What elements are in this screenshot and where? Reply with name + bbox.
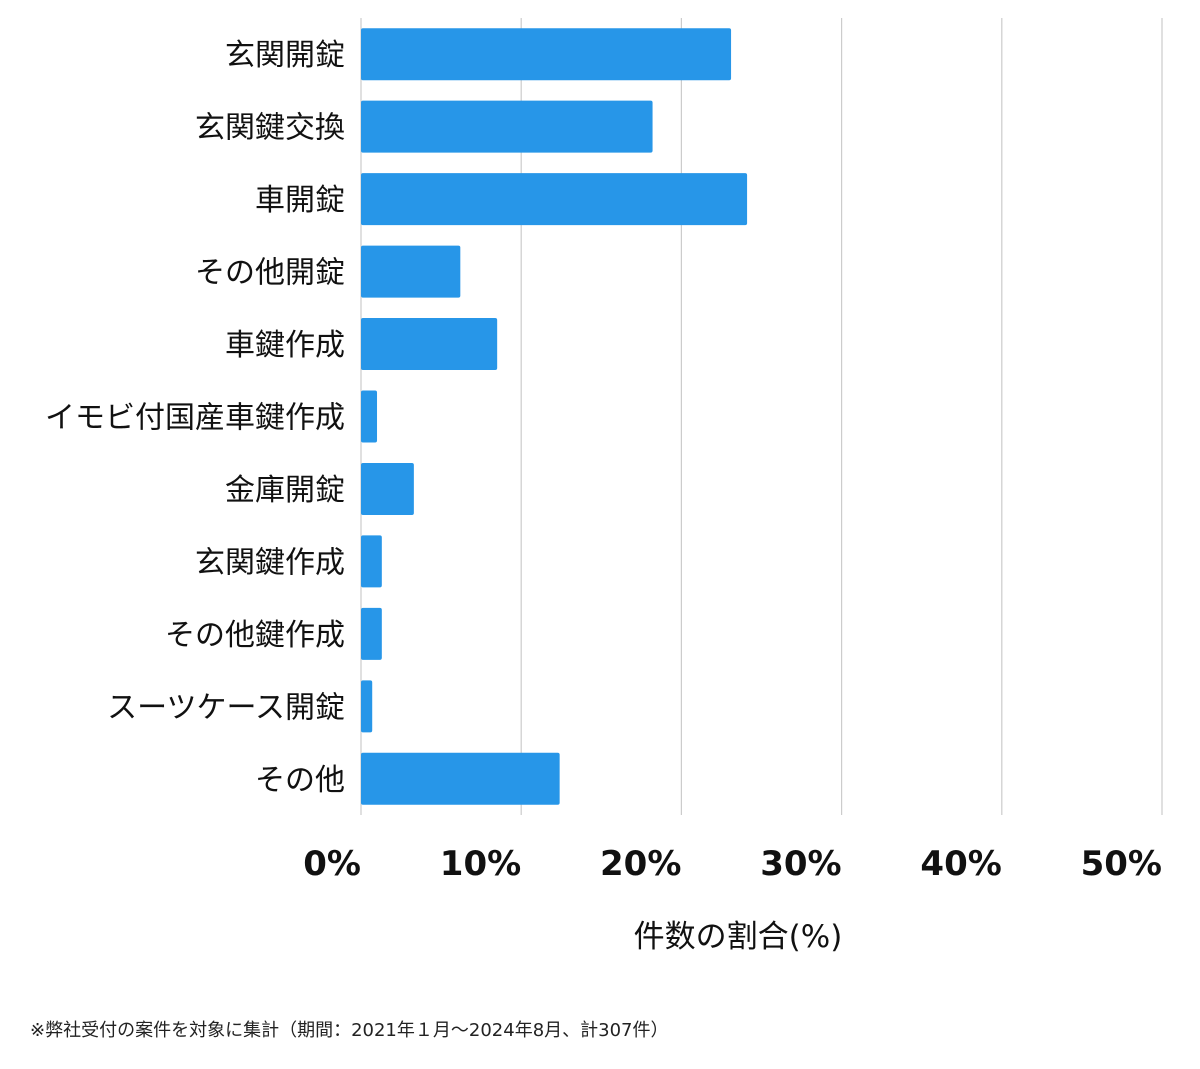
x-tick-label: 20% <box>600 844 681 884</box>
bar <box>361 245 461 298</box>
category-label: その他鍵作成 <box>165 618 345 653</box>
bar <box>361 535 382 588</box>
bar <box>361 318 498 371</box>
category-label: スーツケース開錠 <box>107 690 345 725</box>
category-label: イモビ付国産車鍵作成 <box>45 401 345 436</box>
x-tick-label: 0% <box>303 844 361 884</box>
bar <box>361 680 373 733</box>
x-tick-label: 10% <box>440 844 521 884</box>
x-axis-title: 件数の割合(%) <box>634 919 843 955</box>
x-tick-label: 50% <box>1081 844 1162 884</box>
category-label: 玄関鍵交換 <box>195 111 345 146</box>
category-label: 玄関鍵作成 <box>195 545 345 580</box>
category-label: その他 <box>255 763 345 798</box>
bar <box>361 752 560 805</box>
bar <box>361 173 748 226</box>
bar <box>361 462 414 515</box>
category-label: 玄関開錠 <box>225 38 345 73</box>
bar <box>361 390 378 443</box>
category-label: その他開錠 <box>195 256 345 291</box>
x-tick-labels: 0% 10% 20% 30% 40% 50% <box>303 844 1162 884</box>
footnote: ※弊社受付の案件を対象に集計（期間：2021年１月〜2024年8月、計307件） <box>30 1020 669 1041</box>
x-tick-label: 30% <box>760 844 841 884</box>
bars <box>361 28 748 805</box>
bar <box>361 28 732 81</box>
bar-chart: 玄関開錠玄関鍵交換車開錠その他開錠車鍵作成イモビ付国産車鍵作成金庫開錠玄関鍵作成… <box>45 18 1163 955</box>
category-label: 金庫開錠 <box>225 473 345 508</box>
category-label: 車鍵作成 <box>225 328 345 363</box>
bar <box>361 607 382 660</box>
x-tick-label: 40% <box>920 844 1001 884</box>
category-label: 車開錠 <box>255 183 345 218</box>
category-labels: 玄関開錠玄関鍵交換車開錠その他開錠車鍵作成イモビ付国産車鍵作成金庫開錠玄関鍵作成… <box>45 38 345 798</box>
bar <box>361 100 653 153</box>
